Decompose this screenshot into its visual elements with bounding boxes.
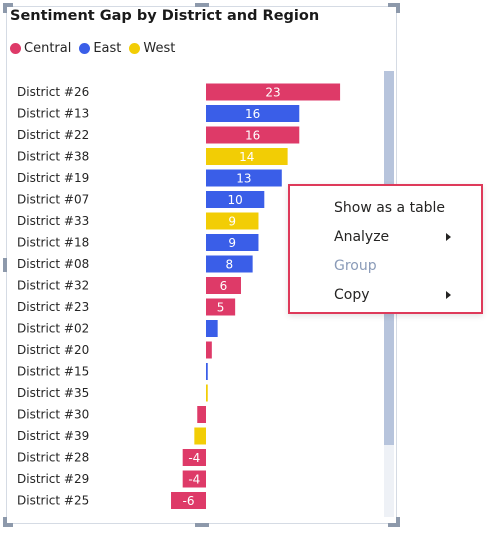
bar[interactable]	[206, 148, 288, 165]
category-label: District #32	[17, 279, 89, 293]
bar[interactable]	[206, 105, 300, 122]
category-label: District #33	[17, 214, 89, 228]
data-label: 9	[228, 236, 236, 250]
chevron-right-icon	[446, 291, 451, 299]
category-label: District #19	[17, 171, 89, 185]
bar[interactable]	[206, 384, 208, 402]
bar[interactable]	[206, 320, 218, 337]
category-label: District #38	[17, 150, 89, 164]
data-label: 14	[239, 150, 254, 164]
category-label: District #18	[17, 236, 89, 250]
legend-label-east: East	[93, 41, 122, 56]
data-label: 16	[245, 129, 260, 143]
chart-legend: Central East West	[10, 41, 183, 56]
resize-handle-top-left[interactable]	[3, 3, 13, 7]
resize-handle-top-right-v[interactable]	[396, 3, 400, 13]
bar[interactable]	[171, 492, 206, 509]
legend-label-central: Central	[24, 41, 72, 56]
bar[interactable]	[182, 470, 206, 488]
data-label: 16	[245, 107, 260, 121]
category-label: District #39	[17, 429, 89, 443]
bar[interactable]	[206, 126, 300, 144]
category-label: District #07	[17, 193, 89, 207]
category-label: District #13	[17, 107, 89, 121]
resize-handle-left-middle[interactable]	[3, 258, 7, 272]
resize-handle-bottom-right[interactable]	[388, 523, 400, 527]
bar[interactable]	[182, 449, 206, 466]
category-label: District #26	[17, 85, 89, 99]
bar[interactable]	[194, 427, 206, 445]
chevron-right-icon	[446, 233, 451, 241]
resize-handle-bottom-center[interactable]	[195, 523, 209, 527]
legend-dot-west	[129, 43, 141, 54]
category-label: District #20	[17, 343, 89, 357]
data-label: 5	[217, 301, 225, 315]
resize-handle-top-right[interactable]	[388, 3, 400, 7]
category-label: District #23	[17, 300, 89, 314]
legend-item-central[interactable]: Central	[10, 41, 71, 56]
data-label: 6	[220, 279, 228, 293]
bar[interactable]	[206, 169, 282, 187]
bar[interactable]	[206, 234, 259, 251]
bar[interactable]	[206, 191, 265, 208]
resize-handle-bottom-left-v[interactable]	[3, 517, 7, 527]
data-label: 13	[236, 172, 251, 186]
data-label: 10	[228, 193, 243, 207]
chart-title: Sentiment Gap by District and Region	[10, 8, 320, 24]
legend-dot-east	[79, 43, 91, 54]
legend-item-west[interactable]: West	[129, 41, 175, 56]
resize-handle-top-center[interactable]	[195, 3, 209, 7]
bar[interactable]	[206, 298, 236, 316]
category-label: District #02	[17, 322, 89, 336]
category-label: District #15	[17, 365, 89, 379]
category-label: District #29	[17, 472, 89, 486]
resize-handle-bottom-left[interactable]	[3, 523, 13, 527]
category-label: District #35	[17, 386, 89, 400]
category-label: District #25	[17, 494, 89, 508]
menu-item-copy[interactable]: Copy	[334, 287, 370, 303]
category-label: District #22	[17, 128, 89, 142]
context-menu: Show as a table Analyze Group Copy	[288, 184, 483, 314]
category-label: District #28	[17, 451, 89, 465]
bar[interactable]	[197, 406, 206, 423]
legend-dot-central	[10, 43, 21, 54]
resize-handle-bottom-right-v[interactable]	[396, 517, 400, 527]
menu-item-show-as-table[interactable]: Show as a table	[334, 200, 446, 216]
data-label: -6	[183, 494, 195, 508]
bar[interactable]	[206, 83, 341, 101]
menu-item-analyze[interactable]: Analyze	[334, 229, 390, 245]
bar[interactable]	[206, 363, 208, 380]
data-label: -4	[188, 473, 200, 487]
bar[interactable]	[206, 341, 212, 359]
category-label: District #08	[17, 257, 89, 271]
bar[interactable]	[206, 277, 241, 294]
menu-item-group: Group	[334, 258, 377, 274]
data-label: -4	[188, 451, 200, 465]
legend-label-west: West	[143, 41, 176, 56]
data-label: 8	[225, 258, 233, 272]
legend-item-east[interactable]: East	[79, 41, 121, 56]
category-label: District #30	[17, 408, 89, 422]
bar[interactable]	[206, 255, 253, 273]
bar[interactable]	[206, 212, 259, 230]
resize-handle-top-left-v[interactable]	[3, 3, 7, 13]
data-label: 9	[228, 215, 236, 229]
data-label: 23	[265, 86, 280, 100]
